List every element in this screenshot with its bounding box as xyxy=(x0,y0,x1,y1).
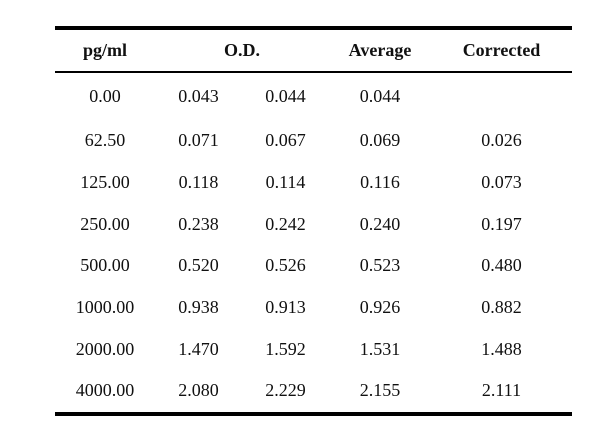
cell-average: 0.044 xyxy=(359,86,401,106)
cell-od1: 0.520 xyxy=(178,255,219,276)
cell-od2: 0.526 xyxy=(265,255,306,276)
cell-od1: 0.071 xyxy=(178,130,219,151)
cell-corrected: 2.111 xyxy=(481,380,522,401)
cell-average: 0.116 xyxy=(360,172,400,193)
cell-average: 1.531 xyxy=(359,338,401,359)
header-rule xyxy=(55,71,572,73)
cell-average: 0.069 xyxy=(359,130,401,151)
cell-od1: 0.938 xyxy=(178,297,219,318)
cell-od2: 0.242 xyxy=(265,213,306,234)
cell-pg: 4000.00 xyxy=(75,380,135,401)
cell-pg: 62.50 xyxy=(84,130,126,151)
cell-pg: 250.00 xyxy=(80,213,130,234)
cell-average: 0.523 xyxy=(359,255,401,276)
cell-corrected: 0.197 xyxy=(481,213,522,234)
cell-corrected: 0.882 xyxy=(481,297,522,318)
table-row: 62.50 0.071 0.067 0.069 0.026 xyxy=(55,120,572,162)
table-row: 500.00 0.520 0.526 0.523 0.480 xyxy=(55,245,572,287)
cell-od1: 0.238 xyxy=(178,213,219,234)
cell-pg: 0.00 xyxy=(89,86,121,106)
table-row: 0.00 0.043 0.044 0.044 xyxy=(55,73,572,120)
header-average: Average xyxy=(348,40,412,60)
cell-od2: 0.913 xyxy=(265,297,306,318)
standard-curve-table: pg/ml O.D. Average Corrected xyxy=(55,30,572,71)
cell-average: 2.155 xyxy=(359,380,401,401)
top-rule xyxy=(55,26,572,30)
cell-pg: 500.00 xyxy=(80,255,130,276)
cell-od2: 0.067 xyxy=(265,130,306,151)
cell-od1: 0.118 xyxy=(178,172,219,193)
cell-od1: 2.080 xyxy=(178,380,219,401)
table-row: 4000.00 2.080 2.229 2.155 2.111 xyxy=(55,370,572,412)
cell-corrected: 1.488 xyxy=(481,338,522,359)
table-row: 125.00 0.118 0.114 0.116 0.073 xyxy=(55,162,572,204)
header-od: O.D. xyxy=(224,40,260,60)
header-pg: pg/ml xyxy=(82,40,127,60)
header-row: pg/ml O.D. Average Corrected xyxy=(55,30,572,71)
cell-od2: 0.044 xyxy=(265,86,306,106)
table-row: 2000.00 1.470 1.592 1.531 1.488 xyxy=(55,328,572,370)
header-corrected: Corrected xyxy=(462,40,541,60)
cell-pg: 2000.00 xyxy=(75,338,135,359)
cell-od2: 2.229 xyxy=(265,380,306,401)
table-row: 250.00 0.238 0.242 0.240 0.197 xyxy=(55,203,572,245)
standard-curve-body: 0.00 0.043 0.044 0.044 62.50 0.071 0.067… xyxy=(55,73,572,412)
cell-average: 0.240 xyxy=(359,213,401,234)
cell-od2: 1.592 xyxy=(265,338,306,359)
cell-corrected: 0.026 xyxy=(481,130,522,151)
cell-corrected: 0.480 xyxy=(481,255,522,276)
cell-average: 0.926 xyxy=(359,297,401,318)
cell-od2: 0.114 xyxy=(265,172,306,193)
table-row: 1000.00 0.938 0.913 0.926 0.882 xyxy=(55,287,572,329)
cell-corrected: 0.073 xyxy=(481,172,522,193)
cell-od1: 0.043 xyxy=(178,86,219,106)
cell-pg: 125.00 xyxy=(80,172,130,193)
data-table-container: pg/ml O.D. Average Corrected 0.00 0.043 … xyxy=(55,26,572,416)
cell-pg: 1000.00 xyxy=(75,297,135,318)
cell-corrected xyxy=(431,73,572,120)
cell-od1: 1.470 xyxy=(178,338,219,359)
bottom-rule xyxy=(55,411,572,416)
